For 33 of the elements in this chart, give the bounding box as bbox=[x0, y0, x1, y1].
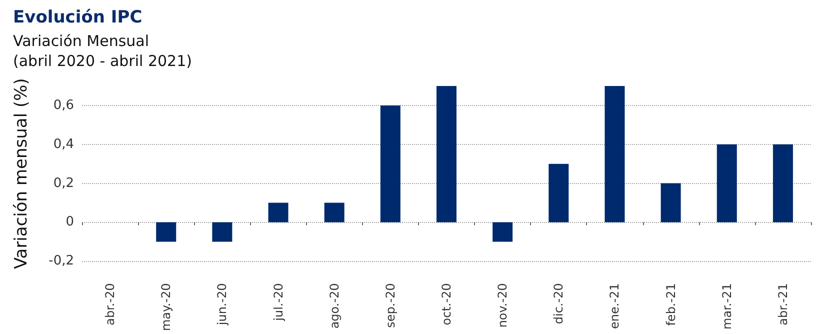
x-tick-label: mar.-21 bbox=[720, 283, 734, 330]
bar bbox=[716, 144, 737, 222]
x-tick-label: jul.-20 bbox=[271, 283, 286, 322]
x-tick-label: ene.-21 bbox=[608, 283, 622, 329]
bar bbox=[548, 164, 569, 222]
bar bbox=[380, 105, 400, 222]
y-axis-title: Variación mensual (%) bbox=[12, 78, 32, 270]
y-tick-label: -0,2 bbox=[48, 254, 74, 269]
x-tick-label: oct.-20 bbox=[440, 283, 454, 326]
x-tick-label: nov.-20 bbox=[496, 283, 510, 328]
x-tick-label: abr.-20 bbox=[103, 283, 118, 326]
x-tick-label: feb.-21 bbox=[664, 283, 678, 326]
y-tick-label: 0,4 bbox=[53, 136, 74, 152]
bar bbox=[212, 222, 232, 242]
bar bbox=[436, 86, 456, 222]
bar bbox=[156, 222, 176, 242]
y-tick-label: 0,6 bbox=[53, 98, 74, 113]
chart-subtitle: Variación Mensual (abril 2020 - abril 2021) bbox=[13, 32, 192, 70]
x-tick-label: abr.-21 bbox=[776, 283, 790, 326]
bar bbox=[324, 202, 344, 222]
bar bbox=[660, 183, 681, 222]
x-tick-label: sep.-20 bbox=[383, 283, 398, 328]
y-tick-label: 0 bbox=[66, 214, 74, 230]
x-tick-label: may.-20 bbox=[159, 283, 174, 332]
bar bbox=[772, 144, 793, 222]
x-tick-label: dic.-20 bbox=[552, 283, 566, 324]
y-tick-label: 0,2 bbox=[53, 176, 74, 191]
bar bbox=[604, 86, 625, 222]
bar bbox=[492, 222, 513, 242]
bar bbox=[268, 202, 288, 222]
x-tick-label: ago.-20 bbox=[327, 283, 342, 329]
chart-title: Evolución IPC bbox=[13, 8, 142, 28]
x-tick-label: jun.-20 bbox=[215, 283, 230, 326]
